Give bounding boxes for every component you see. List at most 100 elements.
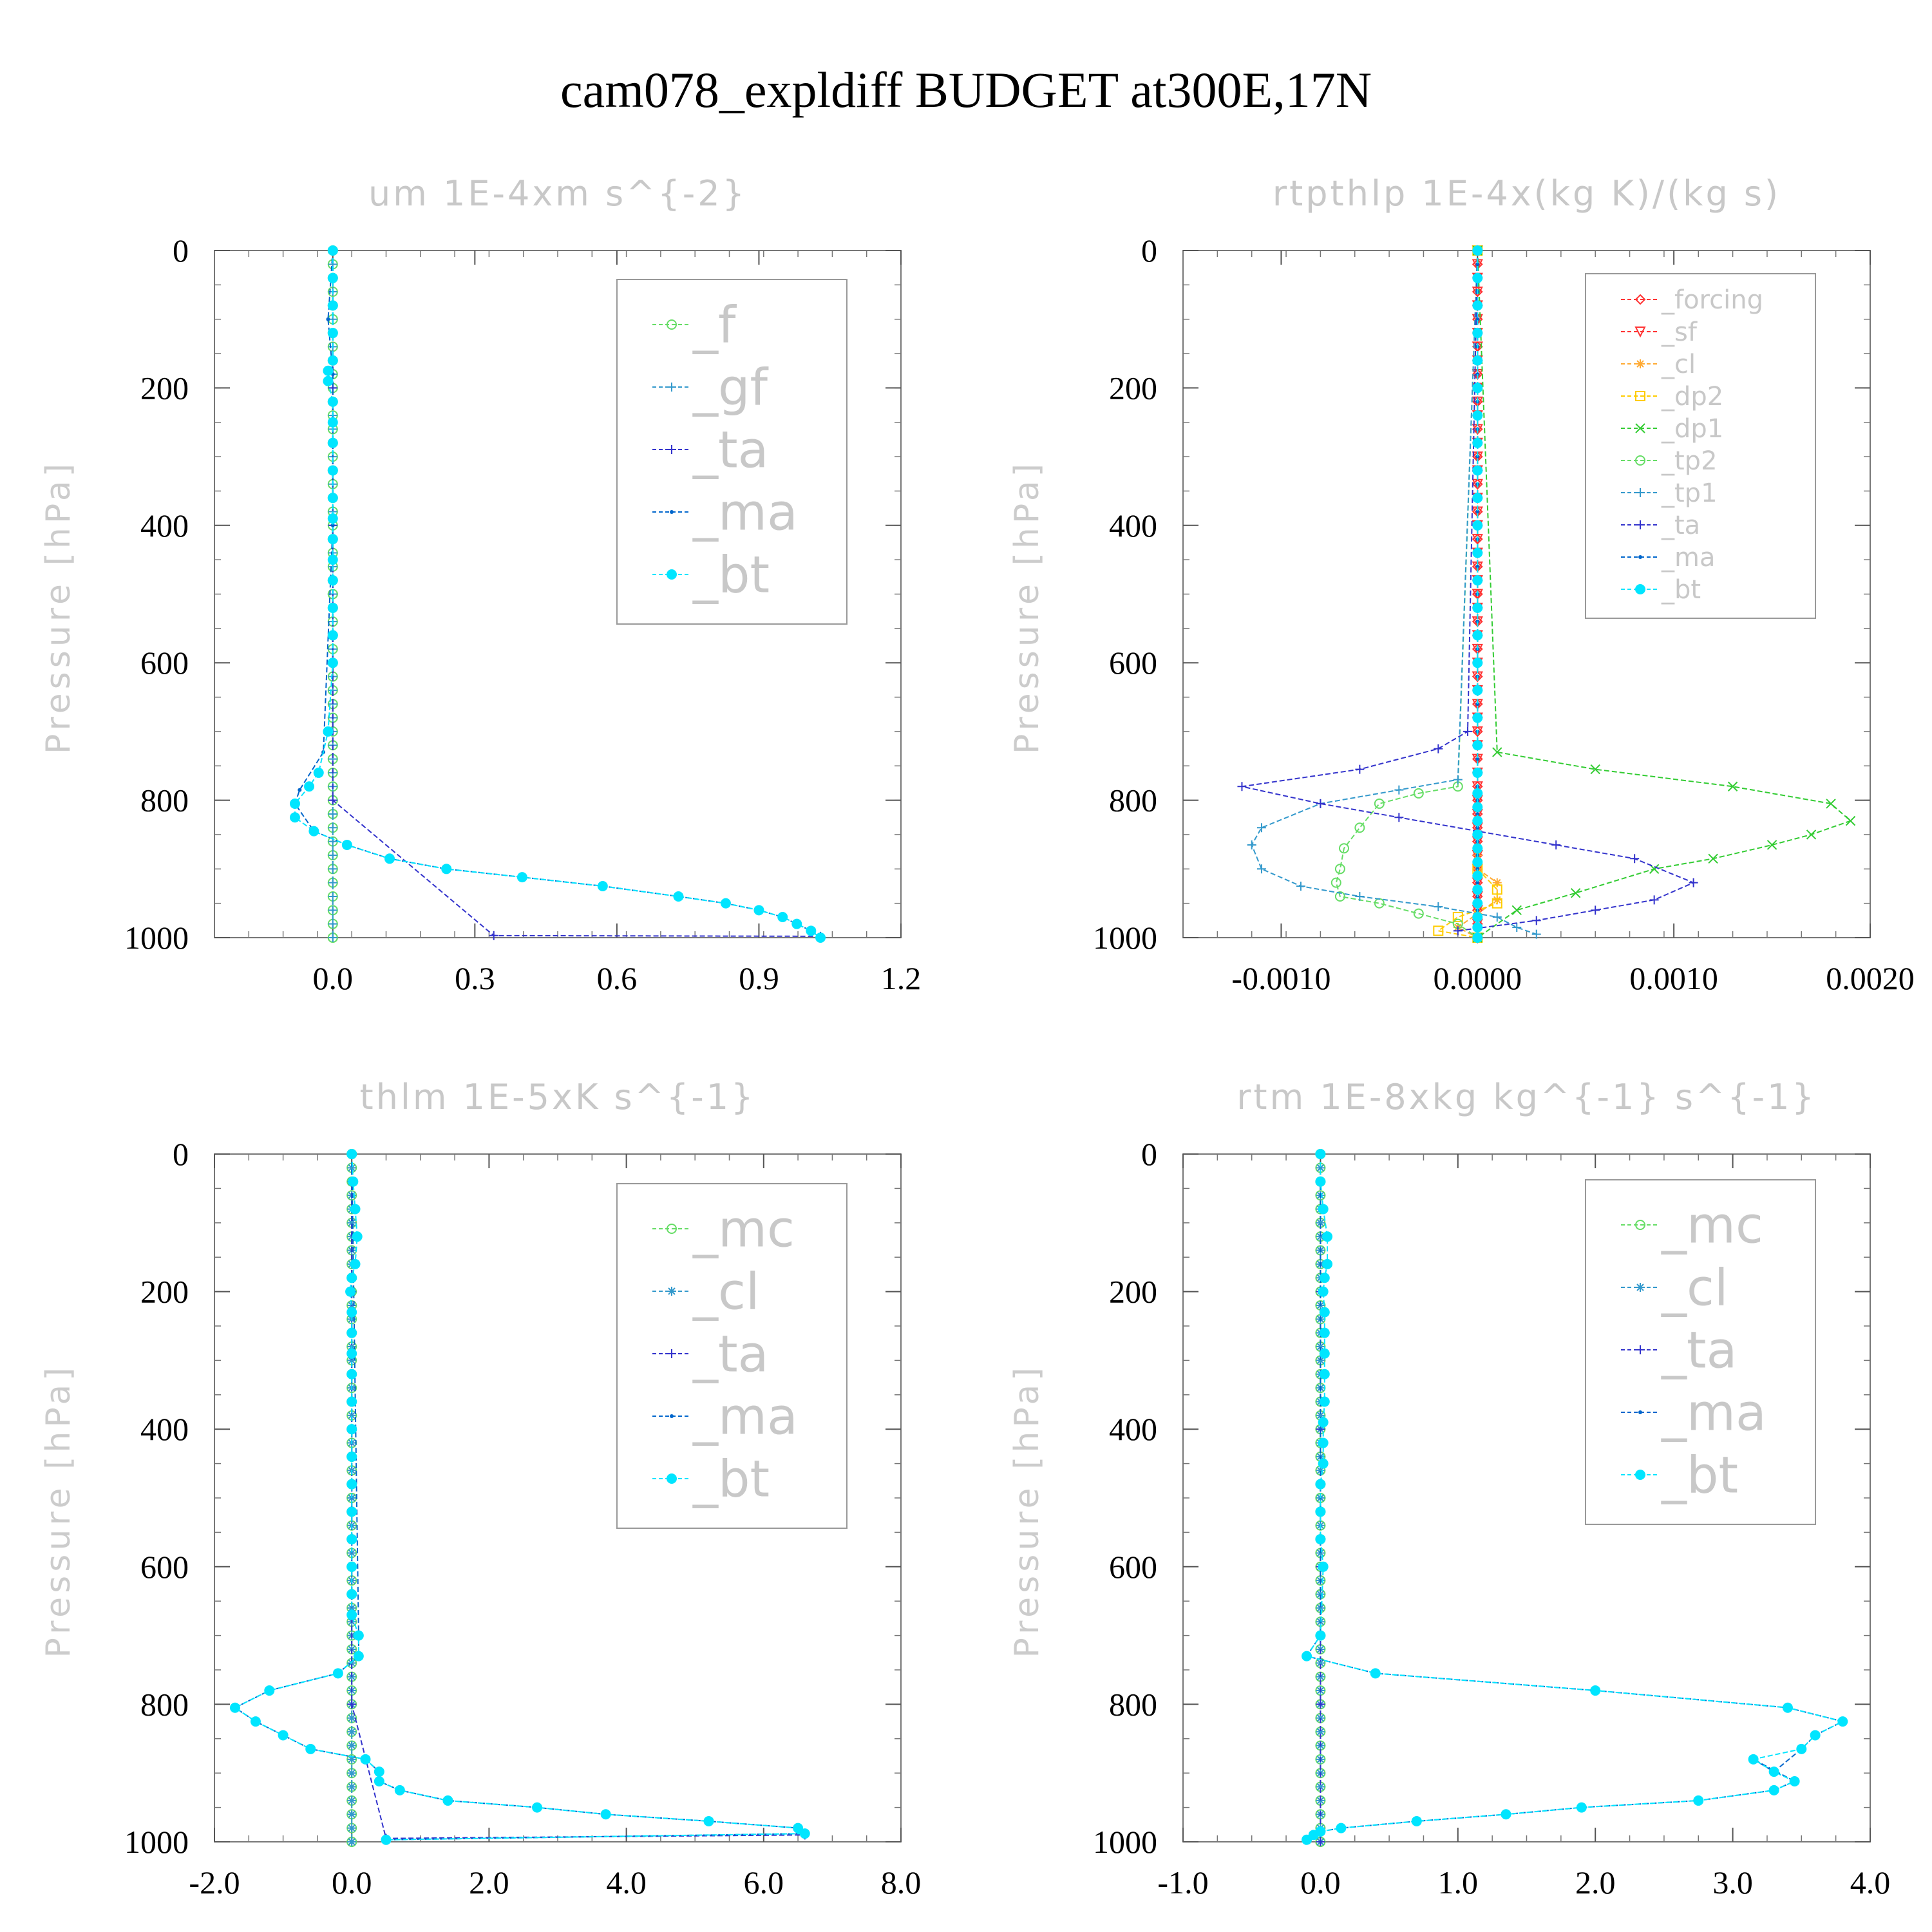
data-point [353, 1651, 364, 1662]
legend-label: _ta [692, 421, 768, 479]
data-point [1472, 410, 1483, 421]
data-point [345, 1286, 356, 1297]
legend-label: _bt [1661, 1446, 1738, 1504]
data-point [346, 1479, 357, 1490]
legend-marker [1636, 488, 1645, 497]
x-tick-label: 0.6 [597, 960, 638, 996]
y-tick-label: 200 [1109, 1274, 1157, 1310]
data-point [1531, 929, 1541, 939]
legend-label: _ma [1661, 1384, 1766, 1442]
data-point [1826, 799, 1836, 809]
data-point [1472, 870, 1483, 881]
data-point [1316, 1658, 1325, 1668]
data-point [346, 1273, 357, 1283]
data-point [346, 1534, 357, 1545]
x-tick-label: 6.0 [744, 1864, 784, 1900]
data-point [328, 850, 337, 860]
data-point [1319, 1327, 1330, 1338]
legend-box [1585, 1179, 1816, 1525]
data-point [347, 1837, 357, 1846]
data-point [1247, 840, 1256, 849]
data-point [1315, 1630, 1326, 1641]
series-bt [229, 1149, 810, 1845]
legend-label: _cl [1661, 1259, 1728, 1317]
x-tick-label: -1.0 [1157, 1864, 1208, 1900]
y-tick-label: 600 [1109, 1549, 1157, 1585]
data-point [791, 918, 802, 929]
data-point [327, 602, 338, 613]
data-point [1302, 1834, 1312, 1845]
data-point [250, 1716, 261, 1727]
data-point [1708, 853, 1718, 864]
data-point [1374, 798, 1385, 809]
legend-marker [1634, 294, 1646, 305]
legend-item: _bt [652, 546, 770, 604]
data-point [1394, 813, 1404, 822]
data-point [1492, 898, 1502, 909]
data-point [1334, 864, 1345, 875]
data-point [1472, 685, 1483, 696]
x-tick-label: 0.0000 [1434, 960, 1522, 996]
legend-box [616, 279, 848, 625]
data-point [1256, 864, 1266, 874]
data-point [1472, 857, 1483, 867]
x-tick-label: 2.0 [469, 1864, 509, 1900]
data-point [374, 1766, 384, 1777]
x-tick-label: 0.0 [332, 1864, 372, 1900]
y-tick-label: 0 [173, 1136, 189, 1172]
y-tick-label: 800 [140, 782, 189, 819]
data-point [1322, 1231, 1333, 1242]
data-point [1512, 922, 1522, 932]
data-point [346, 1368, 357, 1379]
data-point [347, 1810, 357, 1819]
data-point [1472, 547, 1483, 558]
data-point [1472, 493, 1483, 504]
data-point [327, 465, 338, 476]
data-point [328, 891, 337, 901]
data-point [347, 1163, 357, 1173]
x-tick-label: 4.0 [606, 1864, 647, 1900]
series-bt [1302, 1149, 1848, 1845]
legend-marker [1635, 1220, 1645, 1230]
data-point [298, 788, 302, 792]
data-point [1319, 1368, 1330, 1379]
data-point [346, 1149, 357, 1159]
data-point [1315, 1149, 1326, 1159]
data-point [327, 437, 338, 448]
data-point [328, 864, 337, 874]
data-point [1453, 775, 1463, 784]
data-point [1316, 1466, 1325, 1475]
data-point [327, 245, 338, 256]
data-point [347, 1658, 357, 1668]
data-point [327, 658, 338, 668]
data-point [1472, 300, 1483, 311]
legend-marker [667, 1473, 677, 1484]
data-point [305, 1743, 316, 1754]
data-point [347, 1795, 357, 1805]
data-point [703, 1815, 714, 1826]
y-tick-label: 200 [1109, 370, 1157, 406]
y-tick-label: 0 [173, 232, 189, 269]
legend-item: _ta [1621, 1321, 1737, 1379]
y-tick-label: 0 [1141, 1136, 1157, 1172]
data-point [1492, 747, 1502, 757]
series-line [1436, 251, 1498, 938]
data-point [1338, 843, 1349, 854]
data-point [1411, 1815, 1422, 1826]
y-tick-label: 1000 [124, 1824, 189, 1860]
data-point [341, 839, 352, 850]
y-tick-label: 400 [140, 1411, 189, 1447]
legend: _forcing_sf _cl _dp2_dp1_tp2_tp1 _ta _ma_bt [1585, 273, 1816, 619]
data-point [1492, 878, 1502, 887]
data-point [1551, 840, 1561, 849]
series-bt [289, 245, 826, 943]
data-point [323, 375, 334, 386]
x-tick-label: 1.2 [881, 960, 922, 996]
figure-title: cam078_expldiff BUDGET at300E,17N [560, 62, 1372, 118]
data-point [1316, 1342, 1325, 1352]
data-point [327, 328, 338, 339]
legend-marker [667, 569, 677, 580]
y-axis-label: Pressure [hPa] [1008, 1364, 1046, 1658]
data-point [1316, 1232, 1325, 1242]
